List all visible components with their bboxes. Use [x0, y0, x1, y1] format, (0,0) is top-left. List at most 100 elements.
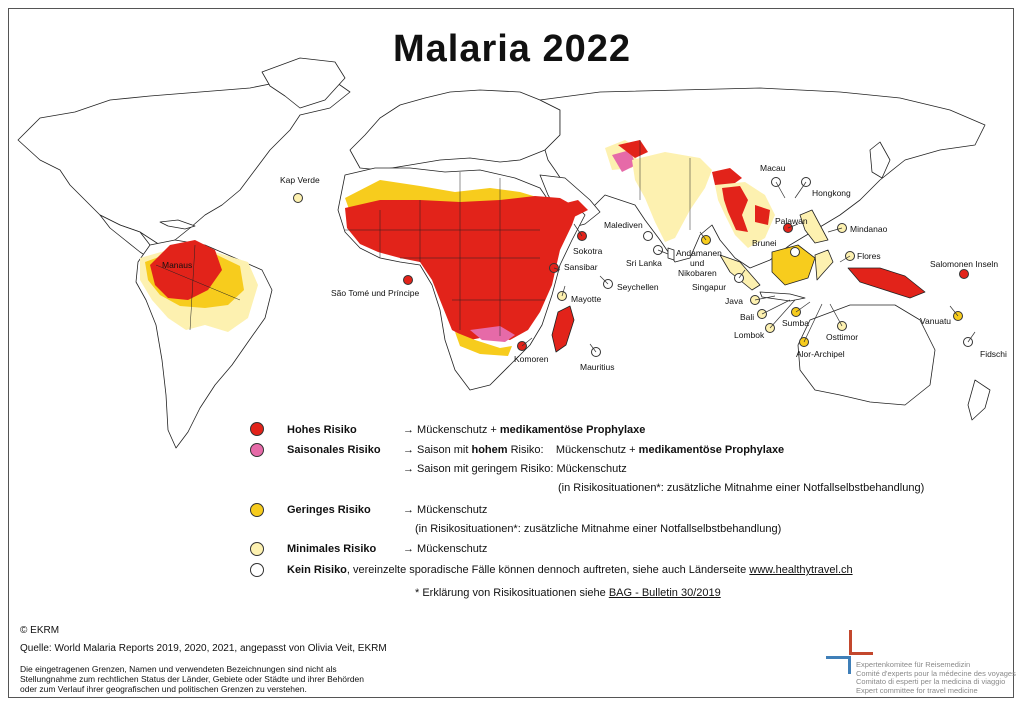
area-low-south-africa	[455, 332, 512, 356]
label-lombok: Lombok	[734, 330, 765, 340]
legend-seasonal-line2: → Saison mit geringem Risiko: Mückenschu…	[403, 463, 627, 475]
legend-footnote: * Erklärung von Risikosituationen siehe …	[415, 587, 721, 599]
landmass-caribbean	[159, 219, 196, 230]
legend-minimal-name: Minimales Risiko	[287, 543, 377, 555]
legend-seasonal-line1: → Saison mit hohem Risiko: Mückenschutz …	[403, 444, 784, 456]
label-java: Java	[725, 296, 743, 306]
landmass-sumatra	[719, 254, 761, 291]
label-vanuatu: Vanuatu	[920, 316, 951, 326]
legend-none-body: , vereinzelte sporadische Fälle können d…	[346, 564, 750, 576]
landmass-new-guinea	[847, 267, 926, 299]
landmass-australia	[797, 304, 936, 406]
logo-line-de: Expertenkomitee für Reisemedizin	[856, 660, 971, 669]
label-brunei: Brunei	[752, 238, 777, 248]
label-sokotra: Sokotra	[573, 246, 603, 256]
label-sansibar: Sansibar	[564, 262, 598, 272]
marker-sao-tome	[403, 275, 413, 285]
label-mayotte: Mayotte	[571, 294, 602, 304]
legend-dot-seasonal	[250, 443, 264, 457]
legend-seasonal-line1-bold: hohem	[471, 444, 508, 456]
label-bali: Bali	[740, 312, 754, 322]
area-high-cambodia	[755, 205, 770, 225]
label-alor-archipel: Alor-Archipel	[796, 349, 845, 359]
legend-low-name: Geringes Risiko	[287, 504, 371, 516]
label-manaus: Manaus	[162, 260, 192, 270]
legend-high-bold: medikamentöse Prophylaxe	[499, 424, 646, 436]
legend-high-text: → Mückenschutz + medikamentöse Prophylax…	[403, 424, 645, 436]
label-salomonen: Salomonen Inseln	[930, 259, 998, 269]
area-seasonal-south-africa	[470, 326, 515, 342]
legend-dot-minimal	[250, 542, 264, 556]
logo-line-it: Comitato di esperti per la medicina di v…	[856, 677, 1006, 687]
area-high-afghanistan	[618, 140, 648, 158]
marker-brunei	[790, 247, 800, 257]
legend-seasonal-line1-bold2: medikamentöse Prophylaxe	[638, 444, 785, 456]
map-frame	[8, 8, 1014, 698]
legend-dot-none	[250, 563, 264, 577]
label-osttimor: Osttimor	[826, 332, 858, 342]
legend-dot-low	[250, 503, 264, 517]
label-flores: Flores	[857, 251, 881, 261]
area-high-yemen	[558, 200, 588, 218]
marker-malediven	[643, 231, 653, 241]
label-sao-tome: São Tomé und Príncipe	[331, 288, 419, 298]
label-malediven: Malediven	[604, 220, 643, 230]
label-seychellen: Seychellen	[617, 282, 659, 292]
legend-low-line1: → Mückenschutz	[403, 504, 488, 516]
ekrm-logo-text: Expertenkomitee für Reisemedizin Comité …	[856, 660, 1016, 695]
legend-seasonal-line1-mid: Risiko: Mückenschutz +	[507, 444, 639, 456]
label-fidschi: Fidschi	[980, 349, 1007, 359]
landmass-new-zealand	[967, 379, 991, 421]
area-minimal-india	[632, 152, 712, 242]
legend-low-line2: (in Risikosituationen*: zusätzliche Mitn…	[415, 523, 782, 535]
landmass-philippines	[799, 209, 829, 244]
legend-seasonal-line1-pre: → Saison mit	[403, 444, 472, 456]
bag-bulletin-link[interactable]: BAG - Bulletin 30/2019	[608, 587, 721, 599]
label-kap-verde: Kap Verde	[280, 175, 320, 185]
label-sumba: Sumba	[782, 318, 809, 328]
ekrm-logo-mark	[826, 630, 873, 674]
legend-seasonal-line3: (in Risikosituationen*: zusätzliche Mitn…	[558, 482, 925, 494]
logo-line-en: Expert committee for travel medicine	[856, 685, 978, 695]
logo-line-fr: Comité d'experts pour la médecine des vo…	[856, 668, 1016, 678]
legend-seasonal-name: Saisonales Risiko	[287, 444, 381, 456]
legend-none-name: Kein Risiko	[287, 564, 347, 576]
label-hongkong: Hongkong	[812, 188, 851, 198]
landmass-greenland	[261, 57, 346, 109]
label-macau: Macau	[760, 163, 786, 173]
legend-none-text: Kein Risiko, vereinzelte sporadische Fäl…	[287, 564, 853, 576]
area-high-northeast-india	[712, 168, 742, 188]
landmass-japan	[869, 141, 891, 179]
legend-minimal-line1: → Mückenschutz	[403, 543, 488, 555]
label-andamanen: Andamanen	[676, 248, 722, 258]
marker-kap-verde	[293, 193, 303, 203]
marker-salomonen	[959, 269, 969, 279]
ekrm-logo: Expertenkomitee für Reisemedizin Comité …	[826, 630, 1016, 700]
landmass-sri-lanka	[667, 247, 675, 261]
area-high-myanmar	[722, 186, 748, 232]
label-und: und	[690, 258, 704, 268]
label-nikobaren: Nikobaren	[678, 268, 717, 278]
label-mindanao: Mindanao	[850, 224, 888, 234]
label-mauritius: Mauritius	[580, 362, 614, 372]
healthytravel-link[interactable]: www.healthytravel.ch	[749, 564, 853, 576]
area-high-africa	[345, 196, 578, 340]
landmass-madagascar	[551, 305, 575, 353]
landmass-sulawesi	[814, 249, 834, 281]
label-komoren: Komoren	[514, 354, 549, 364]
legend-dot-high	[250, 422, 264, 436]
map-title: Malaria 2022	[392, 28, 632, 70]
landmass-borneo	[771, 244, 816, 286]
legend-high-arrow: → Mückenschutz +	[403, 424, 500, 436]
area-seasonal-pakistan	[612, 150, 636, 172]
copyright: © EKRM	[20, 625, 60, 636]
legend-footnote-text: * Erklärung von Risikosituationen siehe	[415, 587, 609, 599]
label-sri-lanka: Sri Lanka	[626, 258, 662, 268]
label-palawan: Palawan	[775, 216, 808, 226]
landmass-north-america	[17, 77, 351, 246]
label-singapur: Singapur	[692, 282, 726, 292]
landmass-java	[759, 291, 806, 302]
disclaimer: Die eingetragenen Grenzen, Namen und ver…	[20, 664, 364, 694]
legend-high-name: Hohes Risiko	[287, 424, 357, 436]
